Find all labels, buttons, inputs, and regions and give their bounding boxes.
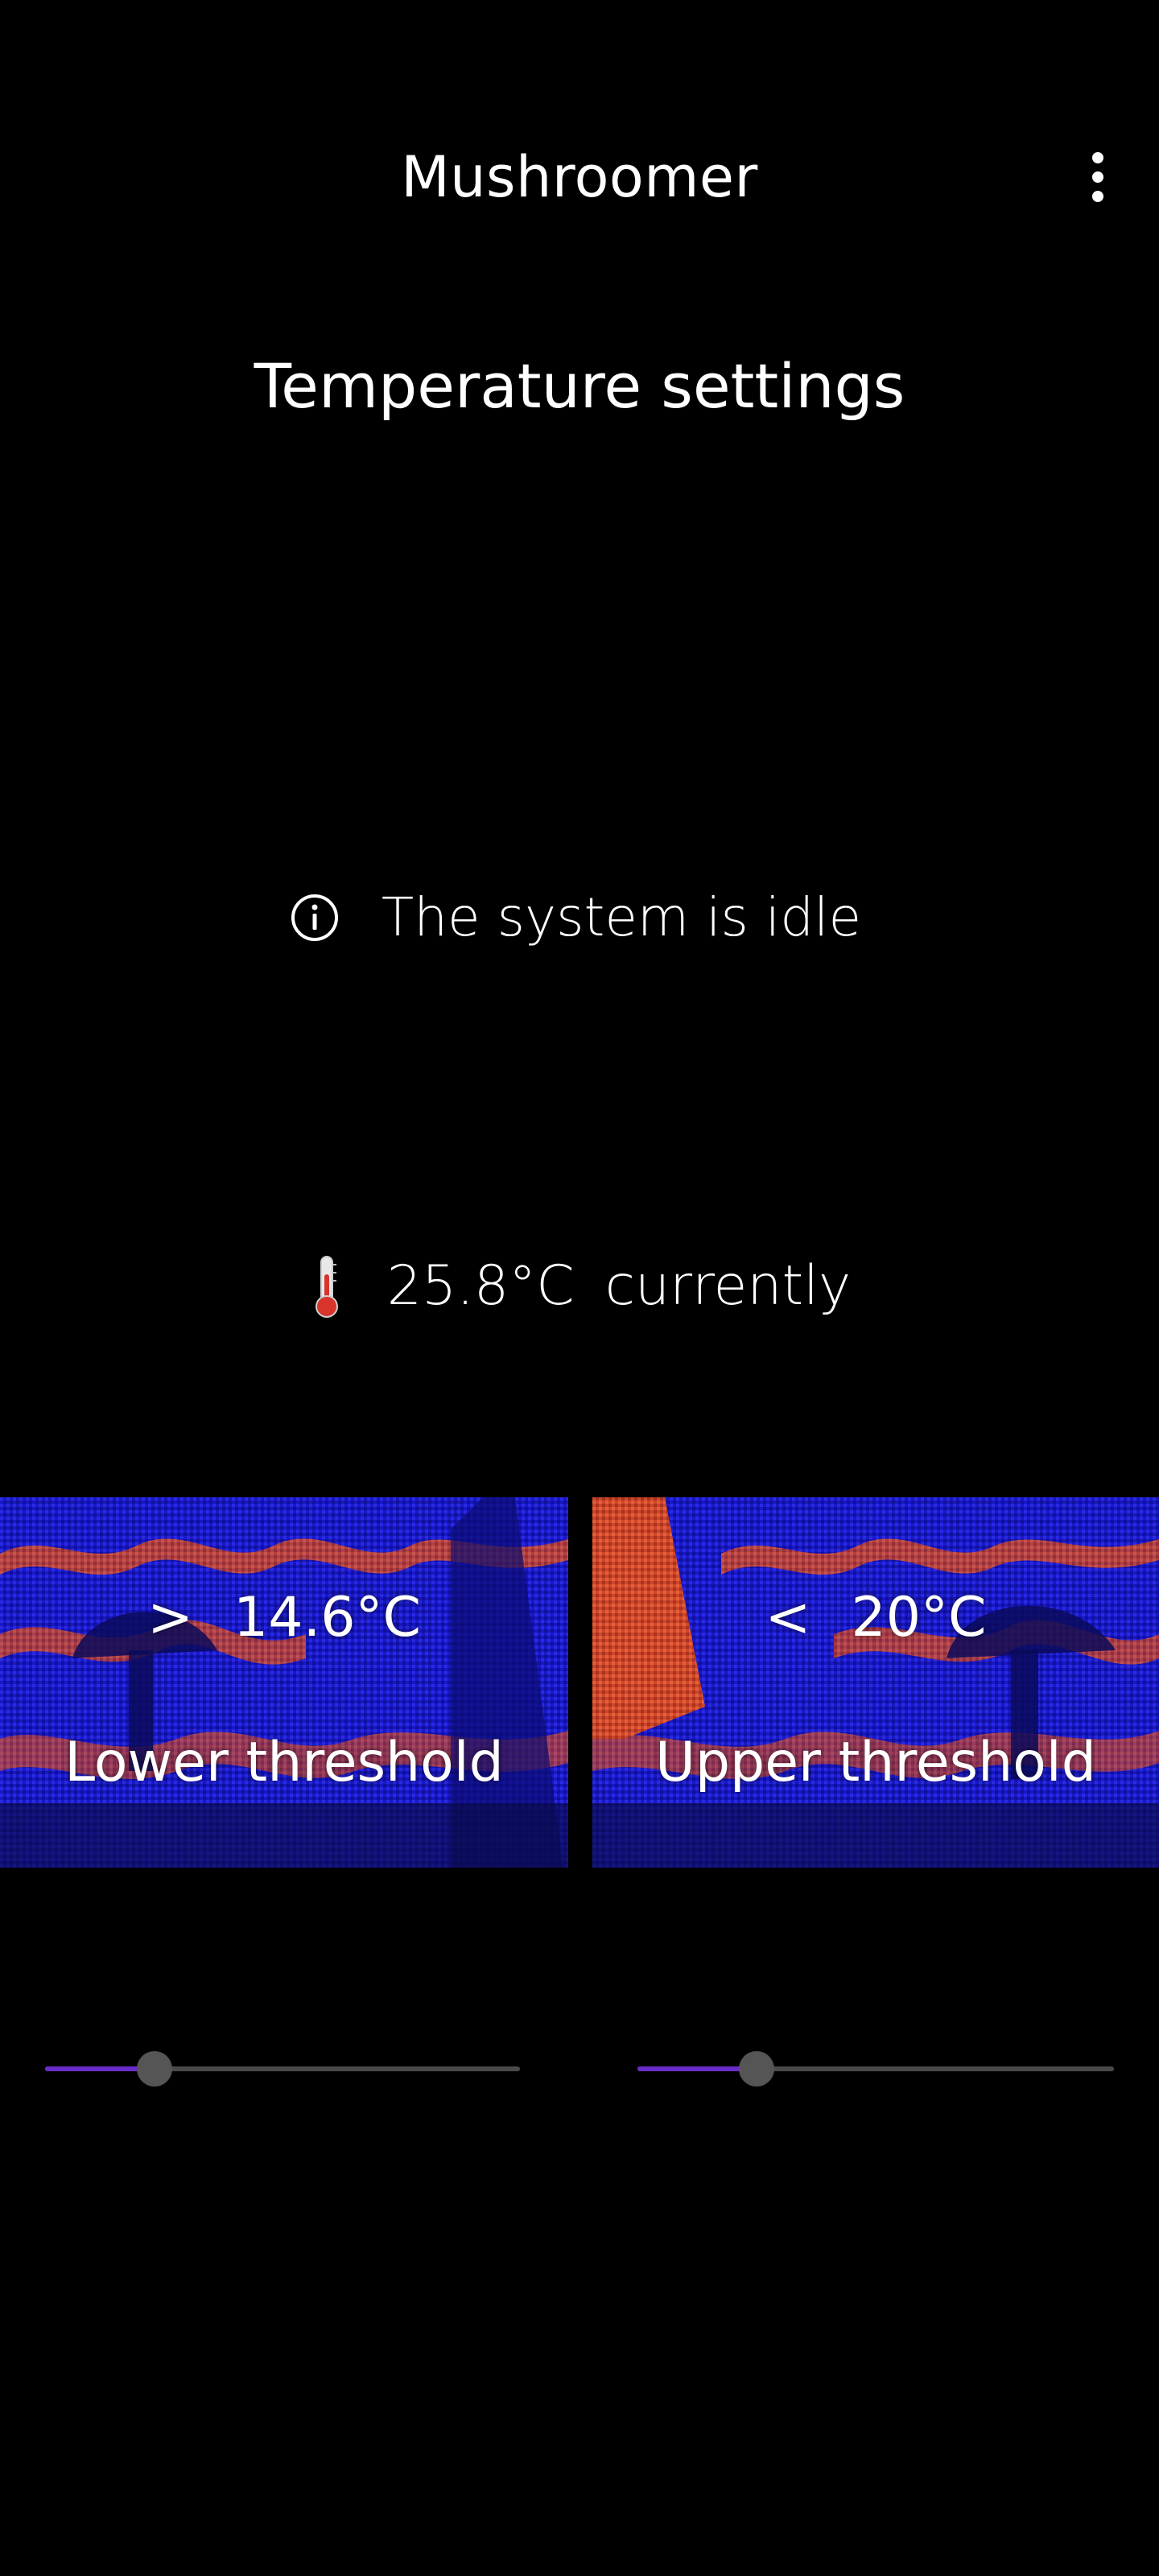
slider-track[interactable] xyxy=(45,2066,520,2071)
mushroom-artwork-right xyxy=(592,1497,1159,1868)
slider-active-track xyxy=(637,2066,757,2071)
upper-threshold-card[interactable]: <20°C Upper threshold xyxy=(592,1497,1159,1868)
overflow-menu-button[interactable] xyxy=(1059,137,1136,217)
mushroom-artwork-left xyxy=(0,1497,568,1868)
more-vert-icon xyxy=(1092,152,1103,202)
slider-active-track xyxy=(45,2066,155,2071)
lower-threshold-temperature: 14.6°C xyxy=(233,1586,421,1649)
lower-threshold-label: Lower threshold xyxy=(64,1731,504,1794)
slider-track[interactable] xyxy=(637,2066,1114,2071)
lower-threshold-card[interactable]: >14.6°C Lower threshold xyxy=(0,1497,568,1868)
lower-threshold-slider[interactable] xyxy=(45,2045,520,2093)
upper-threshold-temperature: 20°C xyxy=(851,1586,987,1649)
lower-threshold-comparator: > xyxy=(147,1586,194,1649)
upper-threshold-comparator: < xyxy=(765,1586,811,1649)
current-temperature-suffix: currently xyxy=(604,1254,852,1318)
upper-threshold-slider[interactable] xyxy=(637,2045,1114,2093)
slider-thumb[interactable] xyxy=(136,2051,172,2087)
info-icon xyxy=(291,894,338,941)
app-title: Mushroomer xyxy=(401,144,758,210)
upper-threshold-label: Upper threshold xyxy=(655,1731,1096,1794)
section-title: Temperature settings xyxy=(254,350,905,422)
slider-thumb[interactable] xyxy=(739,2051,774,2087)
status-text: The system is idle xyxy=(381,886,862,948)
lower-threshold-value: >14.6°C xyxy=(0,1578,568,1658)
upper-threshold-value: <20°C xyxy=(592,1578,1159,1658)
current-temperature: 25.8°C currently xyxy=(0,1246,1159,1327)
system-status: The system is idle xyxy=(0,877,1159,958)
thermometer-icon xyxy=(315,1256,338,1318)
current-temperature-value: 25.8°C xyxy=(386,1254,575,1318)
